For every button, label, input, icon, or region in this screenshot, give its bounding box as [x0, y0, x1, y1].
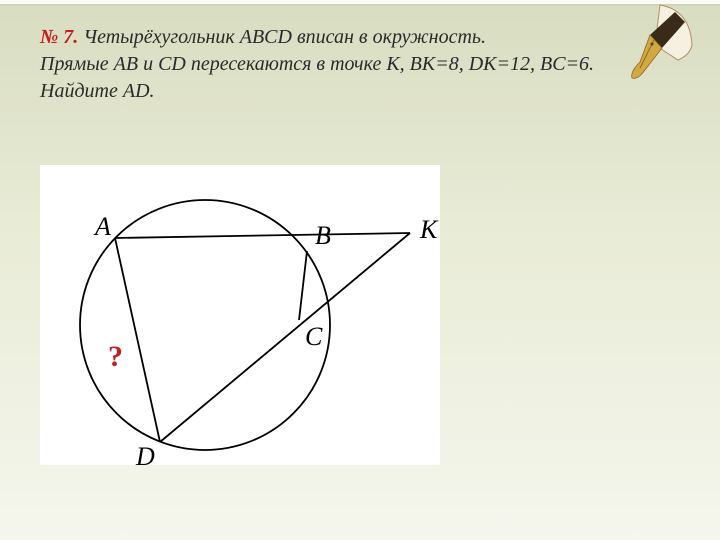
point-label-K: K: [420, 215, 437, 245]
diagram-svg: [40, 165, 440, 465]
problem-line2: Прямые AB и CD пересекаются в точке K, B…: [40, 53, 594, 75]
geometry-diagram: ABCDK ?: [40, 165, 440, 465]
point-label-A: A: [95, 212, 111, 242]
problem-statement: № 7. Четырёхугольник ABCD вписан в окруж…: [40, 24, 600, 105]
fountain-pen-icon: [610, 0, 700, 90]
problem-line3: Найдите AD.: [40, 80, 155, 102]
question-mark: ?: [108, 340, 123, 374]
segment-AK: [115, 233, 410, 238]
problem-number: № 7.: [40, 26, 78, 48]
point-label-B: B: [315, 221, 331, 251]
point-label-D: D: [136, 442, 155, 472]
point-label-C: C: [305, 322, 322, 352]
problem-line1: Четырёхугольник ABCD вписан в окружность…: [83, 26, 486, 48]
segment-DK: [160, 233, 410, 442]
segment-BC: [299, 251, 307, 320]
